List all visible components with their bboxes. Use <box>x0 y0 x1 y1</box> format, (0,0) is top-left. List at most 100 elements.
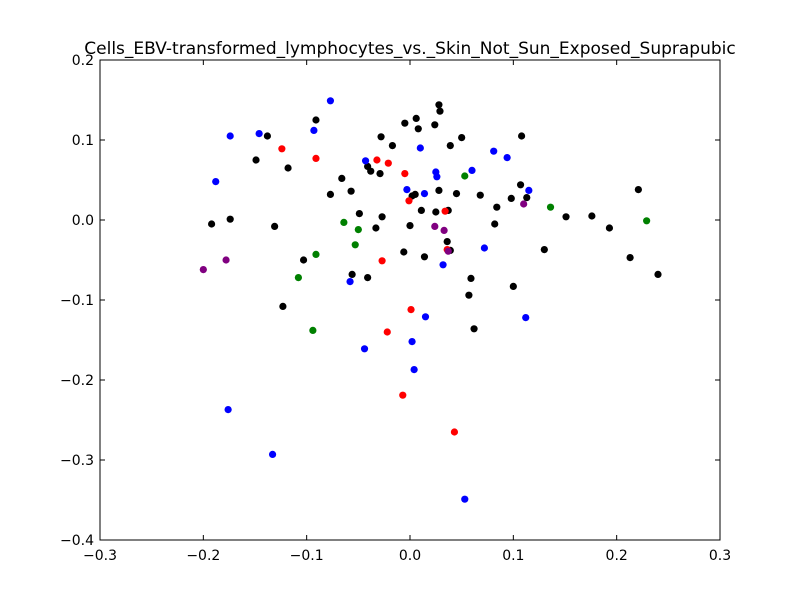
data-point <box>252 156 260 164</box>
data-point <box>372 224 380 232</box>
data-point <box>255 130 263 138</box>
data-points <box>199 97 662 503</box>
data-point <box>417 206 425 214</box>
chart-title: Cells_EBV-transformed_lymphocytes_vs._Sk… <box>84 39 735 59</box>
data-point <box>518 132 526 140</box>
data-point <box>407 306 415 314</box>
data-point <box>279 302 287 310</box>
data-point <box>376 170 384 178</box>
data-point <box>355 210 363 218</box>
data-point <box>420 253 429 261</box>
data-point <box>373 156 381 164</box>
data-point <box>439 261 447 269</box>
data-point <box>377 133 385 141</box>
data-point <box>312 154 320 162</box>
data-point <box>443 238 451 246</box>
y-tick-label: −0.1 <box>60 293 94 309</box>
data-point <box>421 313 430 321</box>
data-point <box>431 121 439 129</box>
data-point <box>351 241 359 249</box>
data-point <box>222 256 230 264</box>
data-point <box>326 97 335 105</box>
data-point <box>468 166 476 174</box>
data-point <box>199 266 207 274</box>
data-point <box>452 190 461 198</box>
y-tick-label: −0.2 <box>60 373 94 389</box>
data-point <box>467 274 475 282</box>
data-point <box>354 226 362 234</box>
data-point <box>384 159 392 167</box>
data-point <box>440 226 448 234</box>
data-point <box>520 200 528 208</box>
data-point <box>346 278 354 286</box>
data-point <box>522 314 530 322</box>
data-point <box>470 325 478 333</box>
data-point <box>507 194 515 202</box>
data-point <box>441 207 449 215</box>
x-tick-label: −0.1 <box>290 548 324 564</box>
data-point <box>312 116 320 124</box>
data-point <box>401 170 409 178</box>
data-point <box>435 101 443 109</box>
data-point <box>509 282 517 290</box>
data-point <box>378 213 386 221</box>
data-point <box>278 145 286 153</box>
data-point <box>309 326 317 334</box>
data-point <box>299 256 308 264</box>
data-point <box>364 274 372 282</box>
data-point <box>626 254 634 262</box>
data-point <box>347 187 355 195</box>
data-point <box>263 132 271 140</box>
data-point <box>271 222 279 230</box>
data-point <box>383 328 391 336</box>
data-point <box>410 366 418 374</box>
data-point <box>480 244 488 252</box>
x-tick-label: −0.3 <box>83 548 117 564</box>
data-point <box>348 270 356 278</box>
data-point <box>446 142 454 150</box>
data-point <box>516 181 525 189</box>
y-tick-label: −0.4 <box>60 533 94 549</box>
data-point <box>361 157 370 165</box>
data-point <box>433 173 441 181</box>
data-point <box>546 203 555 211</box>
data-point <box>338 174 346 182</box>
y-tick-label: −0.3 <box>60 453 94 469</box>
data-point <box>226 132 234 140</box>
data-point <box>405 197 413 205</box>
x-tick-label: 0.3 <box>709 548 731 564</box>
data-point <box>403 186 411 194</box>
data-point <box>540 246 548 254</box>
data-point <box>490 147 498 155</box>
y-tick-label: 0.1 <box>72 133 94 149</box>
data-point <box>414 125 422 133</box>
data-point <box>523 194 531 202</box>
data-point <box>431 222 439 230</box>
data-point <box>208 220 216 228</box>
data-point <box>406 222 414 230</box>
data-point <box>461 172 469 180</box>
data-point <box>491 220 499 228</box>
data-point <box>367 167 375 175</box>
data-point <box>294 274 302 282</box>
y-tick-label: 0.0 <box>72 213 94 229</box>
x-tick-label: 0.1 <box>502 548 524 564</box>
data-point <box>444 247 452 255</box>
data-point <box>461 495 469 503</box>
data-point <box>212 178 220 186</box>
x-tick-label: −0.2 <box>186 548 220 564</box>
data-point <box>408 338 416 346</box>
data-point <box>416 144 424 152</box>
data-point <box>420 190 429 198</box>
data-point <box>340 218 348 226</box>
data-point <box>400 248 408 256</box>
data-point <box>435 186 443 194</box>
data-point <box>399 391 407 399</box>
data-point <box>493 203 501 211</box>
data-point <box>378 257 386 265</box>
data-point <box>458 134 466 142</box>
y-tick-label: 0.2 <box>72 53 94 69</box>
data-point <box>401 119 409 127</box>
data-point <box>436 107 444 115</box>
data-point <box>268 450 277 458</box>
